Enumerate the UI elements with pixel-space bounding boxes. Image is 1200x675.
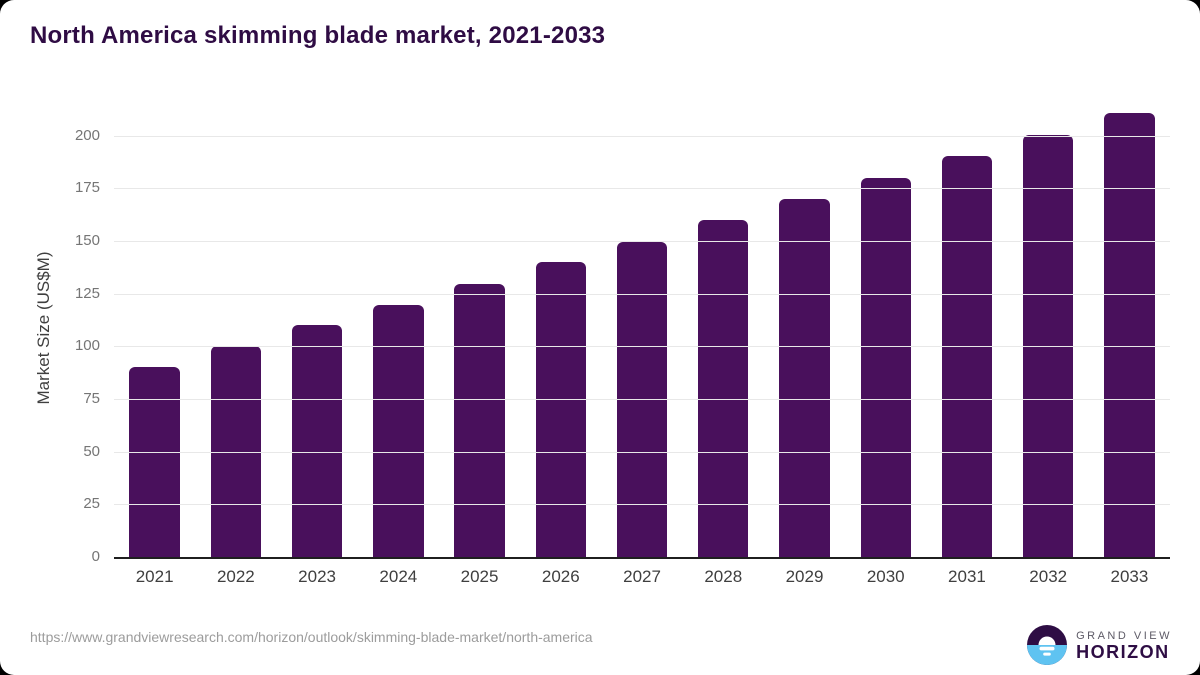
bar-2021 [129,367,180,557]
bar-slot [520,100,601,557]
x-tick-label: 2021 [135,567,174,586]
gridline [114,241,1170,243]
bar-slot [276,100,357,557]
x-tick-label: 2024 [379,567,418,586]
bar-slot [1089,100,1170,557]
source-url: https://www.grandviewresearch.com/horizo… [30,629,593,645]
gridline [114,346,1170,348]
bar-slot [358,100,439,557]
gridline [114,451,1170,453]
y-tick-label: 175 [74,179,100,197]
x-tick-label: 2026 [541,567,580,586]
y-tick-label: 200 [74,126,100,144]
y-tick-label: 0 [91,548,100,565]
bar-slot [1008,100,1089,557]
gridline [114,399,1170,401]
bar-slot [114,100,195,557]
brand-text: GRAND VIEW HORIZON [1076,629,1172,662]
bar-series [114,100,1170,557]
x-tick-label: 2031 [948,567,986,586]
bar-2032 [1023,134,1074,557]
bar-2026 [535,262,586,557]
gridline [114,293,1170,295]
bar-slot [683,100,764,557]
x-tick-label: 2028 [704,567,743,586]
x-tick-label: 2023 [298,567,336,586]
bar-slot [601,100,682,557]
x-tick-label: 2032 [1029,567,1068,586]
bar-slot [764,100,845,557]
bar-2024 [373,305,424,557]
x-tick-label: 2025 [460,567,499,586]
bar-2023 [291,325,343,557]
brand-name-bottom: HORIZON [1076,641,1170,662]
y-tick-label: 100 [74,337,100,355]
gridline [114,504,1170,506]
x-tick-label: 2029 [785,567,824,586]
bar-2025 [454,284,505,557]
bar-slot [195,100,276,557]
gridline [114,188,1170,190]
y-tick-label: 50 [83,442,100,460]
brand-name-top: GRAND VIEW [1076,629,1172,642]
y-tick-label: 75 [83,390,100,408]
x-tick-label: 2022 [216,567,255,586]
y-tick-label: 125 [74,284,100,302]
bar-slot [439,100,520,557]
x-tick-label: 2030 [866,567,905,586]
y-tick-label: 25 [83,495,100,513]
bar-2031 [941,155,993,557]
bar-2028 [698,220,749,557]
bar-2029 [779,198,830,557]
x-axis-labels: 2021 2022 2023 2024 2025 2026 2027 2028 2029 2030… [114,567,1170,587]
bar-2033 [1104,112,1155,557]
gridline [114,135,1170,137]
sun-over-water-icon [1027,625,1068,665]
plot-area: 0 25 50 75 100 125 150 175 200 [75,100,1170,565]
bar-slot [926,100,1007,557]
x-tick-label: 2027 [623,567,661,586]
x-tick-label: 2033 [1110,567,1149,586]
brand-logo: GRAND VIEW HORIZON [1027,623,1172,667]
bar-2030 [860,177,911,557]
y-axis-title: Market Size (US$M) [34,251,53,405]
y-tick-label: 150 [74,232,100,250]
chart-title: North America skimming blade market, 202… [30,22,606,49]
bar-slot [845,100,926,557]
